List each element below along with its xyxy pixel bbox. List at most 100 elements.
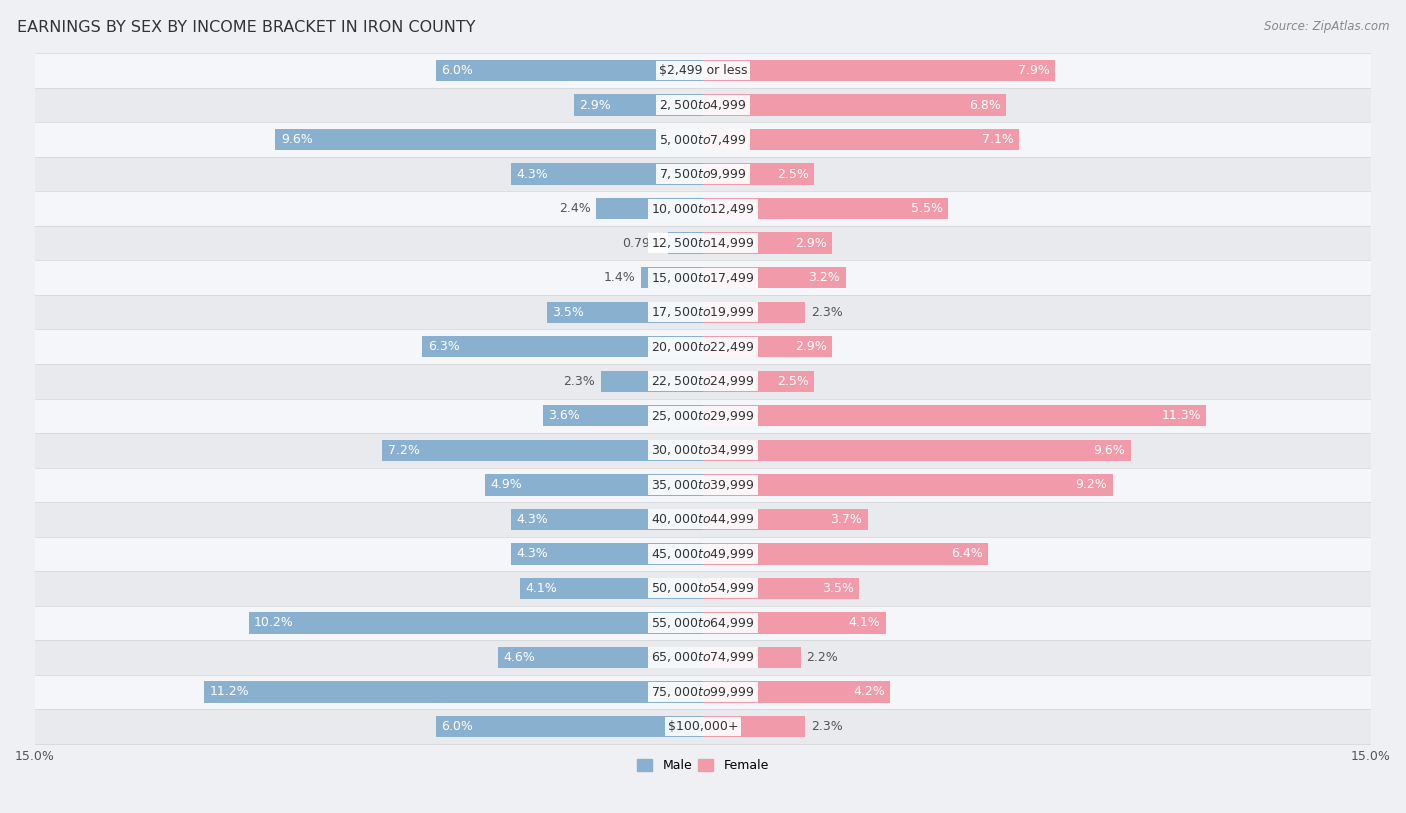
Bar [512, 509, 703, 530]
Text: 6.8%: 6.8% [969, 98, 1001, 111]
Bar [436, 715, 703, 737]
Text: 0.79%: 0.79% [623, 237, 662, 250]
Text: $30,000 to $34,999: $30,000 to $34,999 [651, 443, 755, 457]
Bar [703, 233, 832, 254]
Text: 2.5%: 2.5% [778, 167, 808, 180]
Bar [35, 675, 1371, 709]
Bar [204, 681, 703, 702]
Bar [703, 715, 806, 737]
Text: 7.9%: 7.9% [1018, 64, 1049, 77]
Text: $12,500 to $14,999: $12,500 to $14,999 [651, 236, 755, 250]
Bar [35, 295, 1371, 329]
Text: 4.9%: 4.9% [491, 478, 522, 491]
Text: $22,500 to $24,999: $22,500 to $24,999 [651, 374, 755, 389]
Bar [35, 260, 1371, 295]
Text: 5.5%: 5.5% [911, 202, 942, 215]
Text: 2.9%: 2.9% [794, 237, 827, 250]
Text: $2,500 to $4,999: $2,500 to $4,999 [659, 98, 747, 112]
Text: 4.1%: 4.1% [526, 582, 558, 595]
Bar [35, 606, 1371, 640]
Bar [382, 440, 703, 461]
Bar [35, 537, 1371, 571]
Bar [641, 267, 703, 289]
Text: 4.6%: 4.6% [503, 651, 536, 664]
Text: $17,500 to $19,999: $17,500 to $19,999 [651, 305, 755, 320]
Text: $15,000 to $17,499: $15,000 to $17,499 [651, 271, 755, 285]
Bar [520, 578, 703, 599]
Bar [35, 122, 1371, 157]
Text: $25,000 to $29,999: $25,000 to $29,999 [651, 409, 755, 423]
Text: $75,000 to $99,999: $75,000 to $99,999 [651, 685, 755, 699]
Bar [703, 440, 1130, 461]
Legend: Male, Female: Male, Female [633, 754, 773, 777]
Text: 2.9%: 2.9% [579, 98, 612, 111]
Bar [547, 302, 703, 323]
Bar [35, 398, 1371, 433]
Text: $50,000 to $54,999: $50,000 to $54,999 [651, 581, 755, 595]
Bar [485, 474, 703, 495]
Text: 2.5%: 2.5% [778, 375, 808, 388]
Bar [35, 191, 1371, 226]
Bar [703, 405, 1206, 427]
Text: 4.3%: 4.3% [517, 547, 548, 560]
Bar [703, 509, 868, 530]
Text: 1.4%: 1.4% [603, 272, 636, 285]
Text: 10.2%: 10.2% [254, 616, 294, 629]
Text: $65,000 to $74,999: $65,000 to $74,999 [651, 650, 755, 664]
Bar [543, 405, 703, 427]
Text: $100,000+: $100,000+ [668, 720, 738, 733]
Text: $7,500 to $9,999: $7,500 to $9,999 [659, 167, 747, 181]
Text: EARNINGS BY SEX BY INCOME BRACKET IN IRON COUNTY: EARNINGS BY SEX BY INCOME BRACKET IN IRO… [17, 20, 475, 35]
Bar [35, 502, 1371, 537]
Bar [703, 578, 859, 599]
Text: 4.2%: 4.2% [853, 685, 884, 698]
Bar [249, 612, 703, 633]
Bar [703, 646, 801, 668]
Bar [512, 163, 703, 185]
Bar [35, 88, 1371, 122]
Bar [512, 543, 703, 564]
Text: $10,000 to $12,499: $10,000 to $12,499 [651, 202, 755, 215]
Text: 2.4%: 2.4% [560, 202, 591, 215]
Text: 2.2%: 2.2% [806, 651, 838, 664]
Bar [35, 54, 1371, 88]
Text: $40,000 to $44,999: $40,000 to $44,999 [651, 512, 755, 526]
Bar [436, 60, 703, 81]
Bar [35, 709, 1371, 744]
Text: 3.2%: 3.2% [808, 272, 841, 285]
Bar [703, 681, 890, 702]
Text: 2.3%: 2.3% [811, 720, 842, 733]
Text: 6.0%: 6.0% [441, 720, 472, 733]
Bar [703, 267, 845, 289]
Text: 3.5%: 3.5% [553, 306, 585, 319]
Text: 7.2%: 7.2% [388, 444, 419, 457]
Bar [35, 364, 1371, 398]
Bar [703, 371, 814, 392]
Bar [703, 198, 948, 220]
Bar [703, 129, 1019, 150]
Bar [600, 371, 703, 392]
Text: 9.6%: 9.6% [281, 133, 312, 146]
Bar [574, 94, 703, 115]
Bar [703, 336, 832, 358]
Bar [35, 571, 1371, 606]
Text: 11.2%: 11.2% [209, 685, 249, 698]
Text: 11.3%: 11.3% [1161, 409, 1201, 422]
Bar [35, 157, 1371, 191]
Text: 6.4%: 6.4% [950, 547, 983, 560]
Text: 2.3%: 2.3% [811, 306, 842, 319]
Text: Source: ZipAtlas.com: Source: ZipAtlas.com [1264, 20, 1389, 33]
Text: $5,000 to $7,499: $5,000 to $7,499 [659, 133, 747, 146]
Bar [35, 433, 1371, 467]
Bar [668, 233, 703, 254]
Text: 4.3%: 4.3% [517, 513, 548, 526]
Bar [596, 198, 703, 220]
Text: 9.2%: 9.2% [1076, 478, 1108, 491]
Bar [276, 129, 703, 150]
Text: 7.1%: 7.1% [981, 133, 1014, 146]
Bar [35, 640, 1371, 675]
Text: $2,499 or less: $2,499 or less [659, 64, 747, 77]
Bar [35, 467, 1371, 502]
Text: 3.7%: 3.7% [831, 513, 862, 526]
Text: 6.3%: 6.3% [427, 340, 460, 353]
